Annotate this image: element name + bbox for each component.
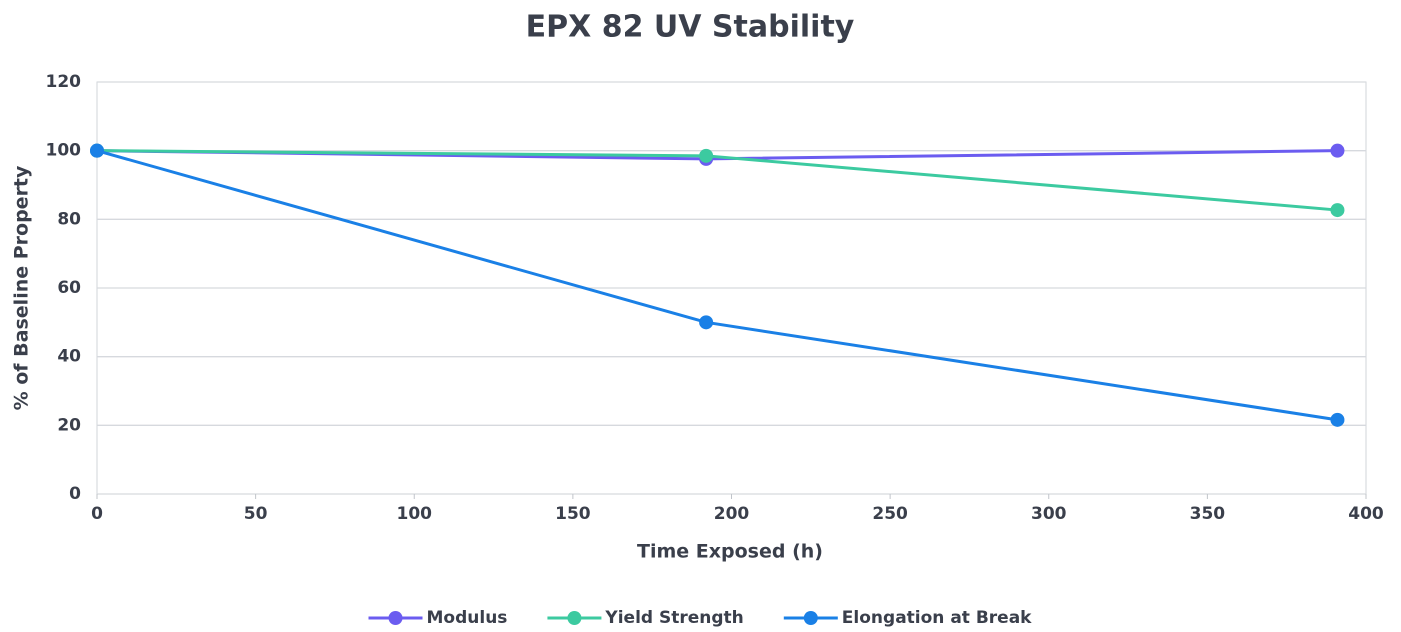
chart-title: EPX 82 UV Stability xyxy=(526,10,855,45)
x-tick-label: 350 xyxy=(1190,504,1226,524)
y-tick-label: 80 xyxy=(57,209,81,229)
x-tick-label: 150 xyxy=(555,504,591,524)
y-tick-label: 20 xyxy=(57,415,81,435)
y-tick-label: 0 xyxy=(69,484,81,504)
x-tick-label: 50 xyxy=(244,504,268,524)
legend-marker xyxy=(803,611,818,625)
legend-label: Elongation at Break xyxy=(842,608,1032,628)
x-tick-label: 0 xyxy=(91,504,103,524)
y-tick-label: 120 xyxy=(46,72,82,92)
x-tick-label: 250 xyxy=(872,504,908,524)
x-tick-label: 300 xyxy=(1031,504,1067,524)
data-point xyxy=(90,143,104,158)
data-point xyxy=(1330,412,1345,427)
y-tick-label: 100 xyxy=(46,141,82,161)
legend-marker xyxy=(388,611,403,625)
data-point xyxy=(1330,203,1345,218)
legend-label: Modulus xyxy=(427,608,508,628)
x-tick-label: 200 xyxy=(714,504,750,524)
x-axis-title: Time Exposed (h) xyxy=(637,541,823,563)
series-line xyxy=(96,149,1338,422)
y-tick-label: 40 xyxy=(57,347,81,367)
x-tick-label: 100 xyxy=(397,504,433,524)
data-point xyxy=(699,148,714,163)
x-tick-label: 400 xyxy=(1348,504,1384,524)
y-tick-label: 60 xyxy=(57,278,81,298)
data-point xyxy=(1330,143,1345,158)
legend-marker xyxy=(567,611,582,625)
legend-label: Yield Strength xyxy=(604,608,743,628)
y-axis-title: % of Baseline Property xyxy=(11,165,33,410)
data-point xyxy=(699,315,714,330)
